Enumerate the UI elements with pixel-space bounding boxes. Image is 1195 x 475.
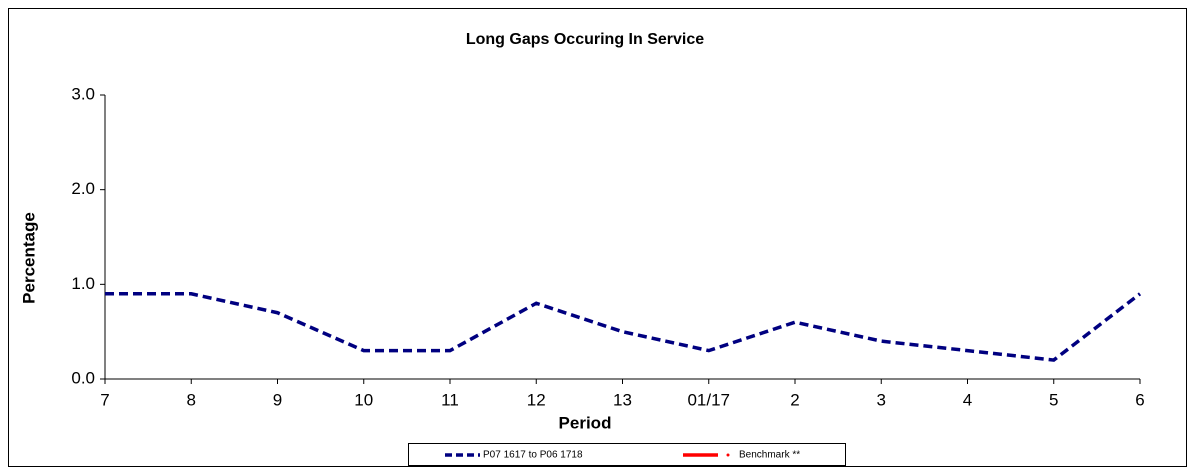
legend-label: Benchmark ** [739, 450, 800, 461]
chart-title: Long Gaps Occuring In Service [466, 31, 704, 48]
y-tick-label: 1.0 [71, 274, 95, 293]
x-tick-label: 11 [441, 390, 459, 409]
legend-label: P07 1617 to P06 1718 [483, 450, 583, 461]
y-axis-title: Percentage [19, 212, 38, 304]
legend [408, 443, 846, 466]
x-tick-label: 5 [1049, 390, 1058, 409]
x-tick-label: 9 [273, 390, 282, 409]
x-tick-label: 12 [527, 390, 546, 409]
y-tick-label: 3.0 [71, 84, 95, 103]
x-axis-title: Period [559, 413, 612, 432]
x-tick-label: 8 [187, 390, 196, 409]
x-tick-label: 7 [100, 390, 109, 409]
x-tick-label: 6 [1135, 390, 1144, 409]
x-tick-label: 4 [963, 390, 972, 409]
y-tick-label: 2.0 [71, 179, 95, 198]
data-line [105, 292, 1142, 362]
legend-marker [726, 453, 730, 457]
x-tick-label: 10 [354, 390, 373, 409]
x-tick-label: 2 [790, 390, 799, 409]
x-tick-label: 13 [613, 390, 632, 409]
x-tick-label: 3 [877, 390, 886, 409]
y-tick-label: 0.0 [71, 368, 95, 387]
chart-border [8, 8, 1187, 467]
x-tick-label: 01/17 [687, 390, 730, 409]
